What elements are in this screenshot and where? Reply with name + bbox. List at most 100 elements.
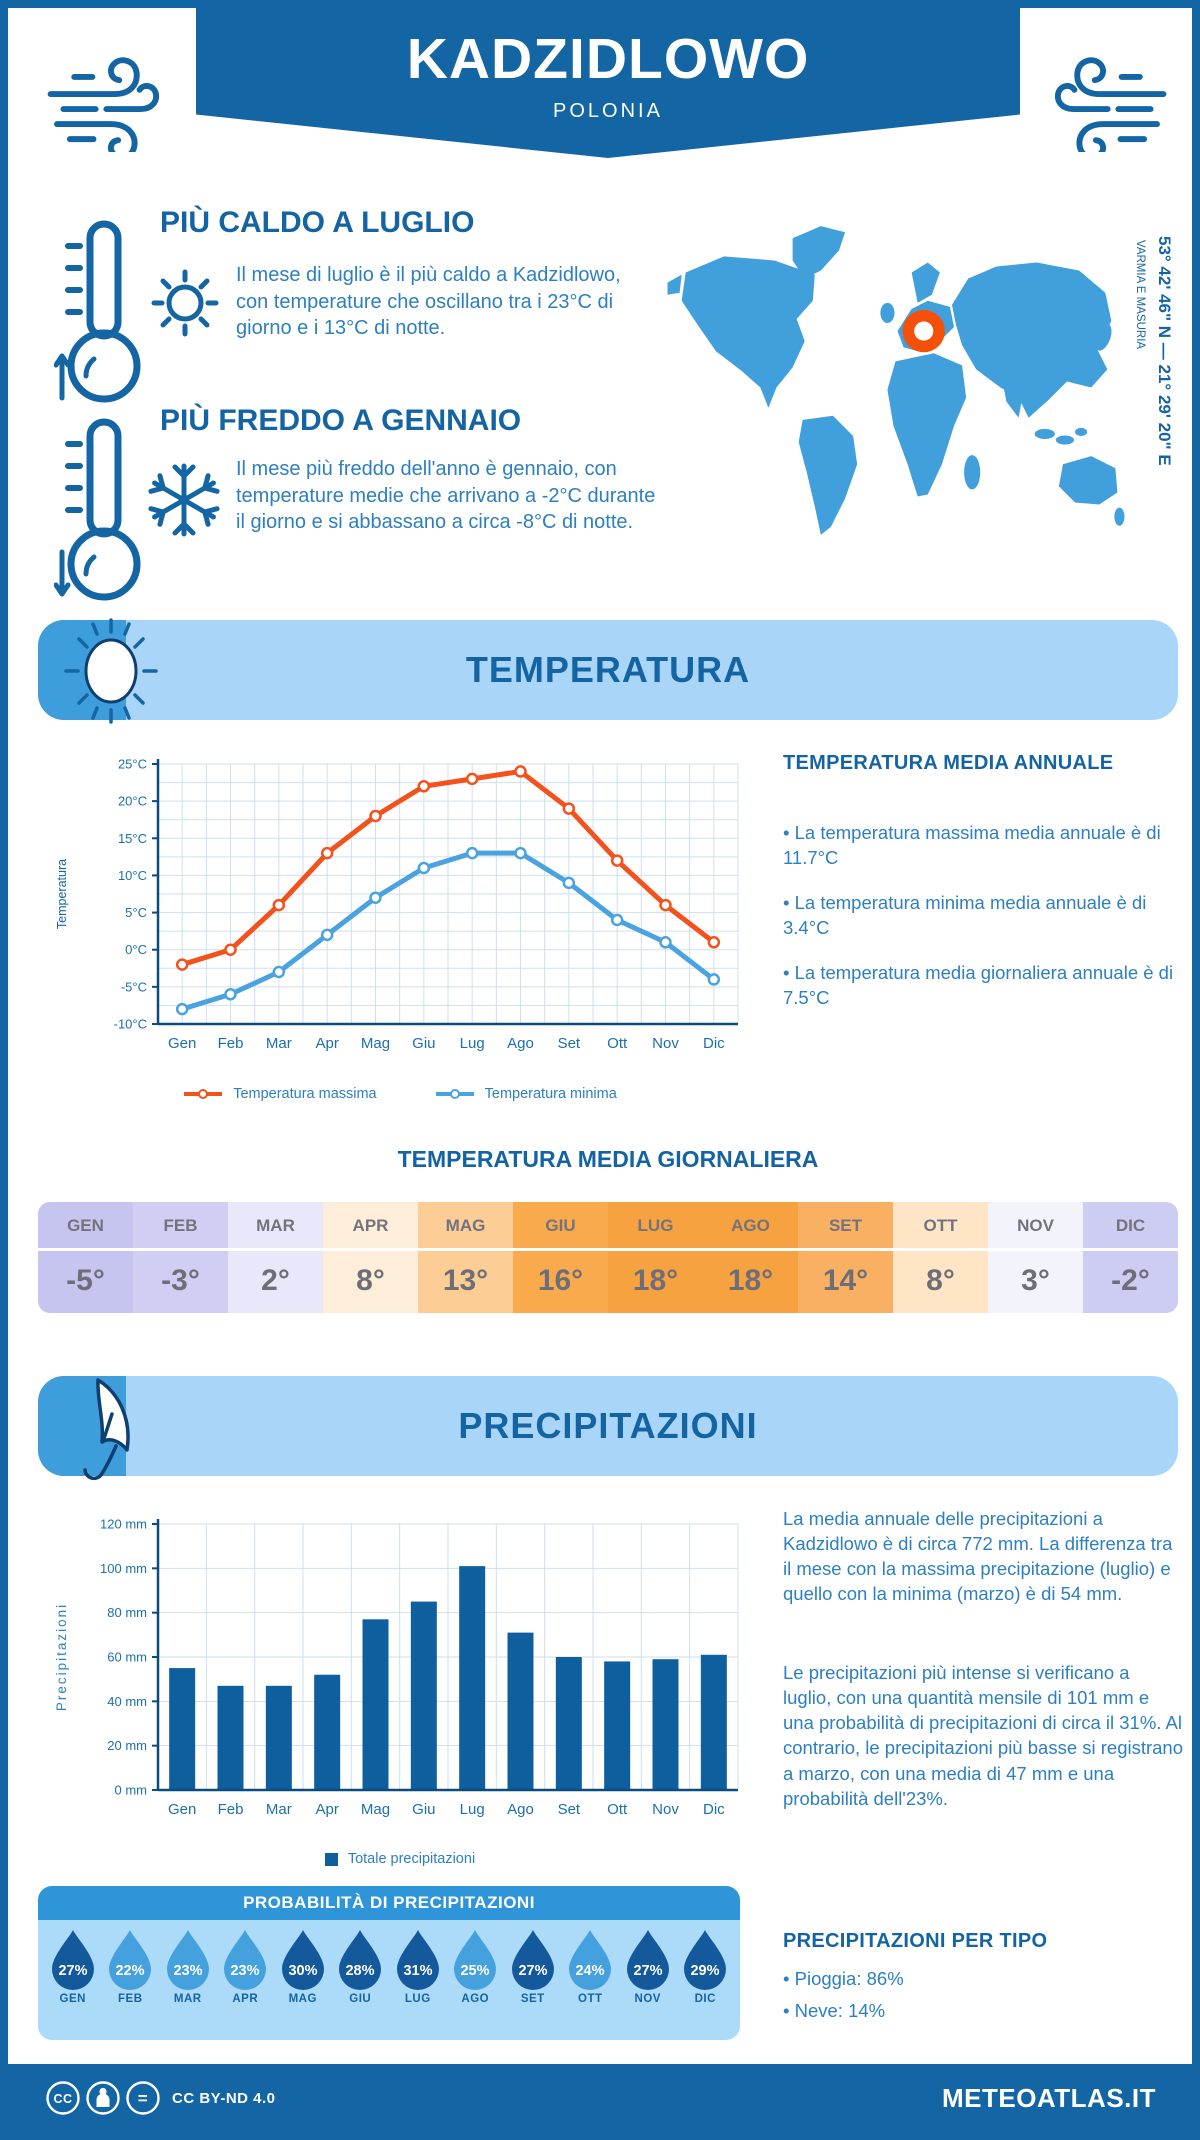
wind-icon xyxy=(1054,57,1167,152)
month-mean-temp: -5° xyxy=(38,1248,133,1313)
svg-text:Dic: Dic xyxy=(703,1801,725,1818)
svg-text:-5°C: -5°C xyxy=(121,979,147,994)
temperature-section-title: TEMPERATURA xyxy=(465,649,751,690)
svg-text:15°C: 15°C xyxy=(118,831,147,846)
raindrop-icon: 30% xyxy=(281,1930,324,1990)
drop-month-label: APR xyxy=(232,1993,259,2005)
probability-drop: 30% MAG xyxy=(274,1928,332,2005)
legend-item-max: Temperatura massima xyxy=(183,1086,377,1102)
svg-text:25°C: 25°C xyxy=(118,757,147,772)
svg-text:10°C: 10°C xyxy=(118,868,147,883)
svg-text:28%: 28% xyxy=(346,1963,375,1979)
svg-text:=: = xyxy=(138,2089,148,2108)
license-group: CC = CC BY-ND 4.0 xyxy=(44,2079,276,2117)
svg-text:Gen: Gen xyxy=(168,1035,196,1052)
drop-month-label: GIU xyxy=(349,1993,372,2005)
svg-text:Dic: Dic xyxy=(703,1035,725,1052)
license-label: CC BY-ND 4.0 xyxy=(172,2089,276,2107)
cold-title: PIÙ FREDDO A GENNAIO xyxy=(160,404,522,437)
precipitation-section-banner: PRECIPITAZIONI xyxy=(38,1376,1178,1481)
svg-text:23%: 23% xyxy=(173,1963,202,1979)
annual-bullet-min: • La temperatura minima media annuale è … xyxy=(783,892,1147,939)
drop-month-label: SET xyxy=(520,1993,545,2005)
month-mean-temp: 13° xyxy=(418,1248,513,1313)
month-column: APR 8° xyxy=(323,1202,418,1313)
precipitation-legend: Totale precipitazioni xyxy=(50,1851,750,1867)
probability-drop: 27% SET xyxy=(504,1928,562,2005)
temperature-legend: Temperatura massima Temperatura minima xyxy=(50,1086,750,1102)
svg-text:27%: 27% xyxy=(633,1963,662,1979)
raindrop-icon: 23% xyxy=(166,1930,209,1990)
probability-drop: 24% OTT xyxy=(562,1928,620,2005)
month-name: FEB xyxy=(163,1216,198,1235)
month-name: MAR xyxy=(256,1216,295,1235)
drop-month-label: DIC xyxy=(694,1993,716,2005)
month-column: LUG 18° xyxy=(608,1202,703,1313)
raindrop-icon: 27% xyxy=(511,1930,554,1990)
precipitation-bar-chart: 0 mm 20 mm 40 mm 60 mm 80 mm 100 mm 120 mm Gen F… xyxy=(54,1517,739,1818)
by-type-title: PRECIPITAZIONI PER TIPO xyxy=(783,1930,1048,1952)
month-name: AGO xyxy=(731,1216,770,1235)
svg-text:27%: 27% xyxy=(518,1963,547,1979)
svg-text:Apr: Apr xyxy=(315,1801,338,1818)
daily-temperature-title: TEMPERATURA MEDIA GIORNALIERA xyxy=(397,1146,819,1172)
svg-text:Set: Set xyxy=(558,1035,581,1052)
drop-month-label: OTT xyxy=(578,1993,603,2005)
svg-text:Nov: Nov xyxy=(652,1035,679,1052)
thermometer-up-icon xyxy=(54,220,141,403)
raindrop-icon: 24% xyxy=(569,1930,612,1990)
thermometer-down-icon xyxy=(54,418,141,601)
svg-text:27%: 27% xyxy=(58,1963,87,1979)
month-mean-temp: 16° xyxy=(513,1248,608,1313)
drop-month-label: GEN xyxy=(59,1993,86,2005)
svg-text:Ago: Ago xyxy=(507,1801,534,1818)
header-banner: KADZIDLOWO POLONIA xyxy=(196,8,1020,158)
raindrop-icon: 23% xyxy=(224,1930,267,1990)
temperature-section-banner: TEMPERATURA xyxy=(38,618,1178,724)
legend-min-label: Temperatura minima xyxy=(484,1086,617,1102)
precipitation-paragraph-1: La media annuale delle precipitazioni a … xyxy=(783,1508,1173,1605)
month-column: DIC -2° xyxy=(1083,1202,1178,1313)
month-mean-temp: 8° xyxy=(893,1248,988,1313)
svg-text:Mar: Mar xyxy=(266,1801,292,1818)
snowflake-icon xyxy=(148,463,220,537)
raindrop-icon: 22% xyxy=(109,1930,152,1990)
probability-drop: 27% NOV xyxy=(619,1928,677,2005)
month-column: MAG 13° xyxy=(418,1202,513,1313)
sun-icon xyxy=(151,269,219,337)
max-line-swatch xyxy=(184,1089,223,1099)
month-column: MAR 2° xyxy=(228,1202,323,1313)
svg-text:100 mm: 100 mm xyxy=(100,1561,147,1576)
svg-text:20 mm: 20 mm xyxy=(107,1738,147,1753)
footer-bar: CC = CC BY-ND 4.0 METEOATLAS.IT xyxy=(8,2064,1192,2132)
drop-month-label: NOV xyxy=(634,1993,661,2005)
cold-text: Il mese più freddo dell'anno è gennaio, … xyxy=(236,458,656,534)
drop-month-label: MAG xyxy=(288,1993,317,2005)
min-line-swatch xyxy=(435,1089,474,1099)
svg-text:Precipitazioni: Precipitazioni xyxy=(54,1603,69,1711)
month-column: AGO 18° xyxy=(703,1202,798,1313)
region-label: VARMIA E MASURIA xyxy=(1134,240,1146,350)
svg-text:0 mm: 0 mm xyxy=(115,1783,148,1798)
precipitation-probability-box: PROBABILITÀ DI PRECIPITAZIONI 27% GEN 22% F… xyxy=(38,1886,740,2040)
month-mean-temp: 3° xyxy=(988,1248,1083,1313)
umbrella-icon xyxy=(83,1378,130,1481)
raindrop-icon: 28% xyxy=(339,1930,382,1990)
warm-text: Il mese di luglio è il più caldo a Kadzi… xyxy=(236,264,621,340)
month-mean-temp: 2° xyxy=(228,1248,323,1313)
probability-drop: 27% GEN xyxy=(44,1928,102,2005)
month-column: SET 14° xyxy=(798,1202,893,1313)
svg-text:Giu: Giu xyxy=(412,1035,435,1052)
sun-banner-icon xyxy=(64,618,158,724)
drop-month-label: FEB xyxy=(118,1993,143,2005)
probability-drop: 28% GIU xyxy=(332,1928,390,2005)
svg-text:25%: 25% xyxy=(461,1963,490,1979)
svg-text:5°C: 5°C xyxy=(125,905,147,920)
svg-text:Mag: Mag xyxy=(361,1035,390,1052)
svg-text:CC: CC xyxy=(53,2092,72,2106)
month-name: MAG xyxy=(445,1216,486,1235)
drop-month-label: LUG xyxy=(404,1993,431,2005)
svg-text:24%: 24% xyxy=(576,1963,605,1979)
world-map xyxy=(667,226,1125,535)
